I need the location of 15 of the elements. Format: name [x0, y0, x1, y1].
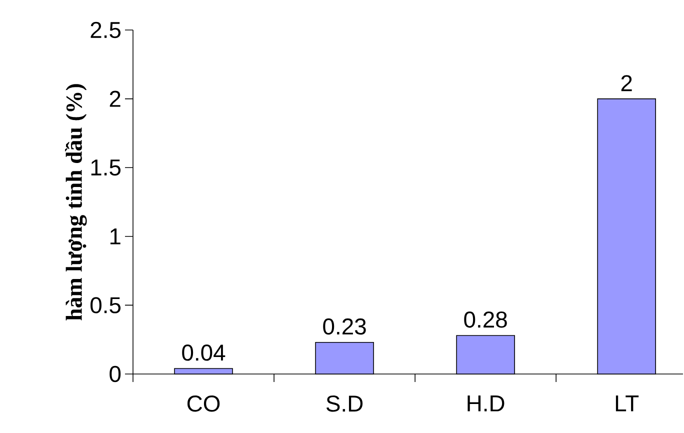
x-tick-label: CO: [187, 396, 220, 412]
y-tick-label: 1: [110, 228, 120, 244]
x-tick-label: S.D: [326, 396, 363, 412]
y-tick-label: 2.5: [90, 22, 121, 38]
data-label: 0.28: [464, 312, 507, 328]
data-label: 2: [621, 75, 632, 92]
data-label: 0.04: [182, 344, 226, 361]
y-tick-label: 1.5: [91, 160, 121, 176]
data-label: 0.23: [323, 318, 366, 335]
y-tick-label: 2: [110, 90, 120, 107]
y-axis-title: hàm lượng tinh dầu (%): [65, 84, 87, 320]
y-tick-label: 0.5: [90, 297, 121, 314]
x-tick-label: LT: [616, 396, 639, 412]
y-tick-label: 0: [110, 366, 121, 382]
x-tick-label: H.D: [468, 396, 504, 412]
